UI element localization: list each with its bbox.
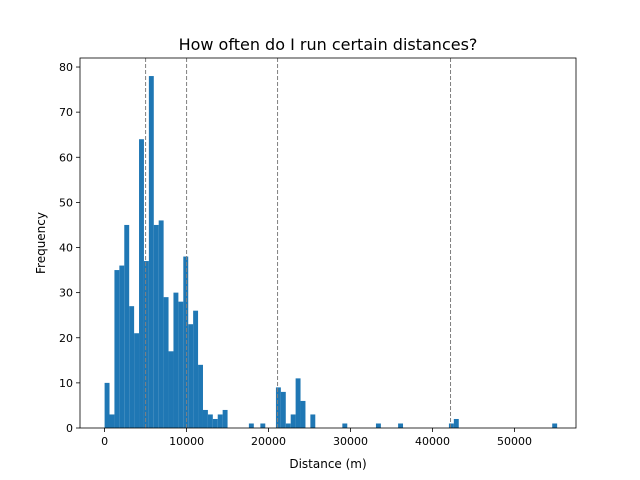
histogram-bar	[398, 423, 404, 428]
x-tick-label: 30000	[333, 435, 368, 448]
histogram-bar	[119, 265, 125, 428]
y-tick-label: 30	[59, 287, 73, 300]
y-tick-label: 0	[66, 422, 73, 435]
histogram-bar	[248, 423, 254, 428]
y-axis: 0 10 20 30 40 50 60 70 80	[59, 61, 80, 435]
histogram-bar	[222, 409, 228, 428]
histogram-bar	[139, 139, 144, 428]
x-tick-label: 20000	[251, 435, 286, 448]
histogram-bar	[453, 418, 459, 428]
histogram-bar	[109, 414, 115, 428]
y-tick-label: 50	[59, 196, 73, 209]
histogram-bar	[178, 301, 184, 428]
histogram-bar	[188, 324, 194, 428]
plot-frame	[79, 57, 577, 429]
histogram-bar	[448, 423, 454, 428]
histogram-bar	[310, 414, 316, 428]
bars-group	[104, 76, 558, 429]
histogram-bar	[124, 224, 130, 428]
y-tick-label: 80	[59, 61, 73, 74]
histogram-bar	[148, 76, 154, 429]
histogram-bar	[134, 333, 140, 428]
x-tick-label: 10000	[169, 435, 204, 448]
y-tick-label: 70	[59, 106, 73, 119]
x-tick-label: 50000	[497, 435, 532, 448]
y-tick-label: 40	[59, 242, 73, 255]
histogram-bar	[342, 423, 348, 428]
histogram-bar	[153, 224, 159, 428]
histogram-bar	[260, 423, 266, 428]
x-axis: 0 10000 20000 30000 40000 50000	[101, 428, 532, 448]
histogram-bar	[104, 382, 110, 428]
histogram-bar	[300, 400, 306, 428]
histogram-bar	[193, 310, 199, 428]
histogram-bar	[275, 387, 281, 428]
histogram-bar	[198, 364, 203, 428]
histogram-bar	[295, 378, 301, 428]
chart-title: How often do I run certain distances?	[179, 35, 478, 54]
histogram-bar	[207, 414, 213, 428]
histogram-bar	[552, 423, 558, 428]
x-axis-label: Distance (m)	[289, 457, 366, 471]
histogram-bar	[217, 414, 223, 428]
y-tick-label: 20	[59, 332, 73, 345]
histogram-bar	[212, 418, 218, 428]
x-tick-label: 40000	[415, 435, 450, 448]
histogram-bar	[114, 270, 120, 428]
histogram-bar	[285, 423, 291, 428]
reference-lines-group	[145, 58, 452, 428]
y-tick-label: 10	[59, 377, 73, 390]
x-tick-label: 0	[101, 435, 108, 448]
y-tick-label: 60	[59, 151, 73, 164]
histogram-bar	[173, 292, 179, 428]
histogram-bar	[290, 414, 296, 428]
histogram-bar	[375, 423, 381, 428]
histogram-bar	[280, 391, 286, 428]
histogram-bar	[183, 256, 189, 428]
histogram-bar	[129, 306, 135, 428]
histogram-bar	[168, 351, 174, 428]
histogram-bar	[202, 409, 208, 428]
histogram-bar	[143, 261, 149, 428]
histogram-bar	[158, 220, 164, 428]
histogram-bar	[163, 297, 169, 428]
y-axis-label: Frequency	[34, 212, 48, 274]
